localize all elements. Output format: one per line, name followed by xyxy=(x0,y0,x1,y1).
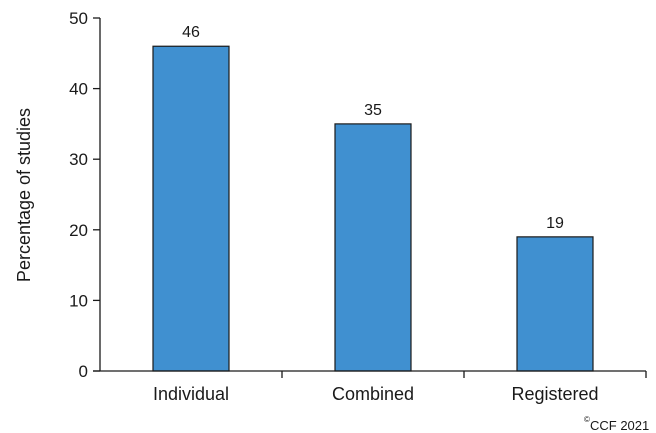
y-tick-label: 30 xyxy=(69,150,88,169)
bars xyxy=(152,45,594,372)
x-axis-ticks: Individual Combined Registered xyxy=(153,371,647,404)
data-label-registered: 19 xyxy=(546,215,564,232)
y-tick-label: 40 xyxy=(69,80,88,99)
y-tick-label: 50 xyxy=(69,9,88,28)
y-tick-label: 20 xyxy=(69,221,88,240)
bar-registered xyxy=(516,236,594,372)
bar-individual xyxy=(152,45,230,372)
copyright-symbol: © xyxy=(584,415,590,424)
y-tick-label: 0 xyxy=(79,362,88,381)
x-category-label-combined: Combined xyxy=(332,384,414,404)
y-tick-label: 10 xyxy=(69,291,88,310)
y-axis-title: Percentage of studies xyxy=(14,108,34,282)
x-category-label-individual: Individual xyxy=(153,384,229,404)
data-label-combined: 35 xyxy=(364,102,382,119)
y-axis-ticks: 0 10 20 30 40 50 xyxy=(69,9,100,381)
bar-combined xyxy=(334,123,412,372)
data-labels: 46 35 19 xyxy=(182,24,564,232)
data-label-individual: 46 xyxy=(182,24,200,41)
x-category-label-registered: Registered xyxy=(511,384,598,404)
copyright-text: CCF 2021 xyxy=(590,418,649,433)
